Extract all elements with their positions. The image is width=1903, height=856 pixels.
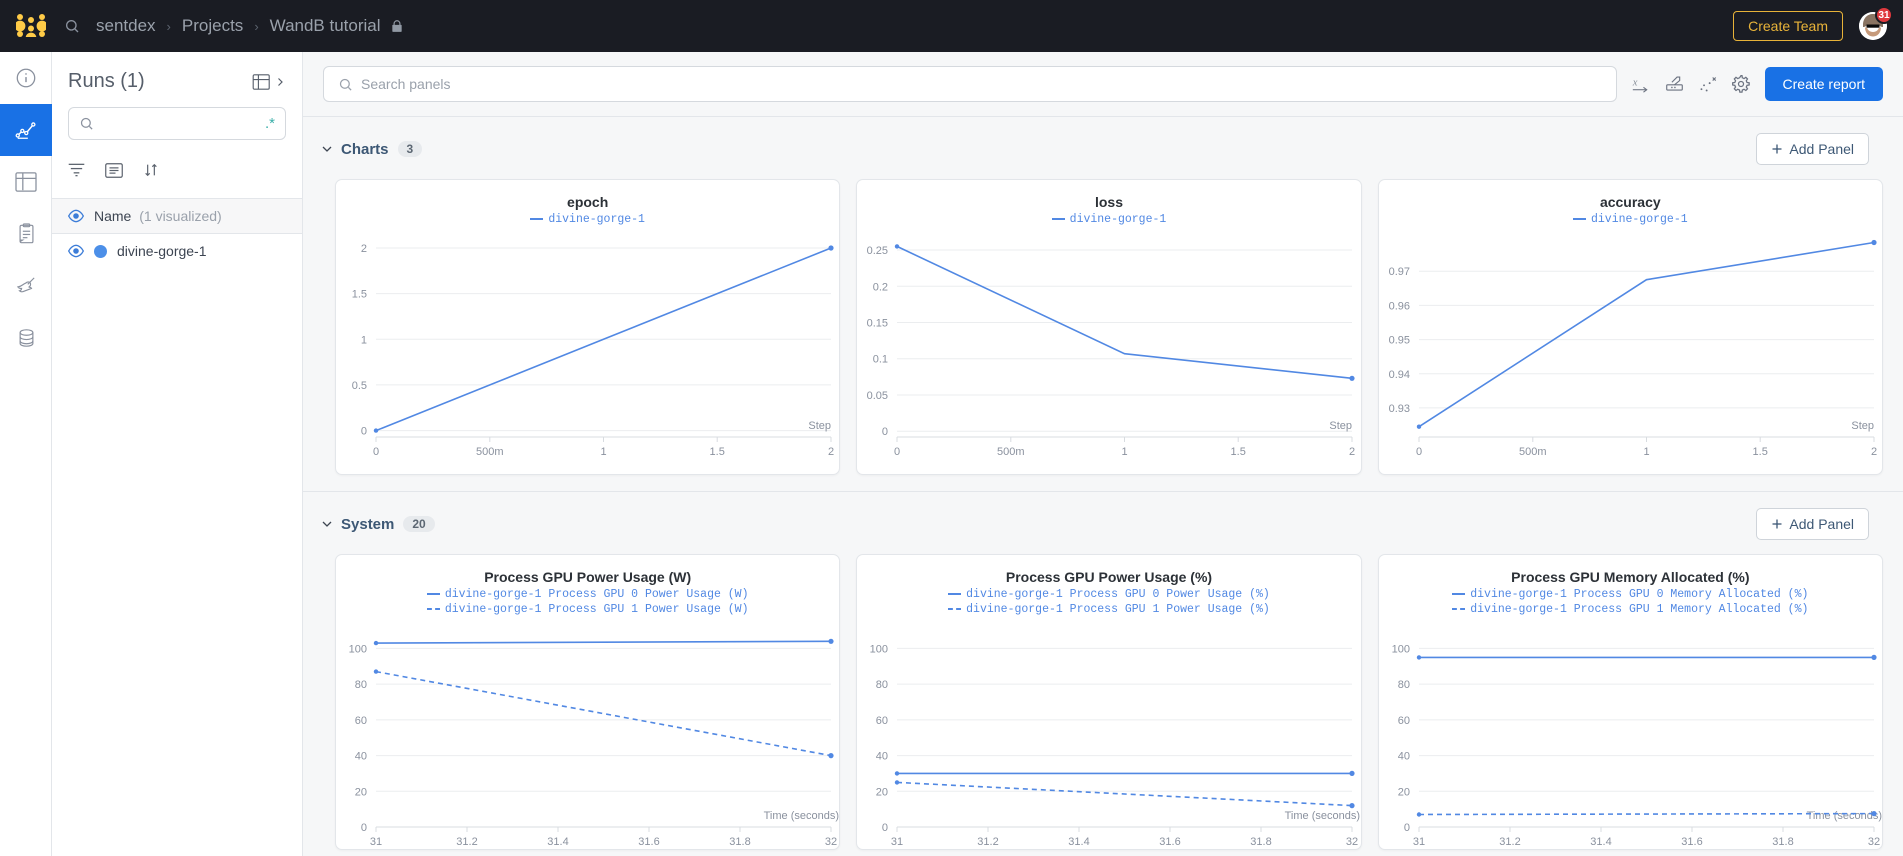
- svg-text:31.6: 31.6: [1681, 836, 1702, 848]
- svg-text:Time (seconds): Time (seconds): [764, 810, 839, 822]
- svg-text:31: 31: [891, 836, 903, 848]
- svg-text:31.4: 31.4: [1590, 836, 1611, 848]
- svg-text:60: 60: [1397, 715, 1409, 727]
- svg-text:0.95: 0.95: [1388, 335, 1409, 347]
- svg-text:0: 0: [1416, 446, 1422, 458]
- svg-text:0: 0: [1404, 822, 1410, 834]
- svg-text:31.4: 31.4: [1069, 836, 1090, 848]
- svg-text:0.2: 0.2: [873, 281, 888, 293]
- svg-text:x: x: [1631, 78, 1637, 89]
- svg-text:31.8: 31.8: [729, 836, 750, 848]
- svg-text:0.94: 0.94: [1388, 369, 1409, 381]
- svg-text:80: 80: [355, 679, 367, 691]
- svg-text:1.5: 1.5: [1752, 446, 1767, 458]
- svg-text:2: 2: [361, 243, 367, 255]
- svg-text:31.6: 31.6: [1160, 836, 1181, 848]
- svg-text:Step: Step: [1851, 420, 1874, 432]
- svg-text:1.5: 1.5: [1231, 446, 1246, 458]
- svg-text:60: 60: [876, 715, 888, 727]
- svg-text:1: 1: [1643, 446, 1649, 458]
- svg-text:Time (seconds): Time (seconds): [1285, 810, 1360, 822]
- svg-text:31.2: 31.2: [978, 836, 999, 848]
- svg-text:2: 2: [828, 446, 834, 458]
- svg-text:0.96: 0.96: [1388, 300, 1409, 312]
- svg-text:20: 20: [876, 786, 888, 798]
- svg-text:1.5: 1.5: [710, 446, 725, 458]
- svg-text:40: 40: [355, 751, 367, 763]
- svg-text:2: 2: [1871, 446, 1877, 458]
- svg-text:31.4: 31.4: [547, 836, 568, 848]
- svg-text:31.8: 31.8: [1772, 836, 1793, 848]
- svg-text:2: 2: [1349, 446, 1355, 458]
- svg-text:32: 32: [1868, 836, 1880, 848]
- svg-text:0: 0: [894, 446, 900, 458]
- svg-text:0: 0: [882, 426, 888, 438]
- svg-text:0.05: 0.05: [867, 390, 888, 402]
- svg-text:32: 32: [1346, 836, 1358, 848]
- svg-text:20: 20: [355, 786, 367, 798]
- svg-text:500m: 500m: [476, 446, 504, 458]
- svg-text:31.6: 31.6: [638, 836, 659, 848]
- svg-text:0: 0: [361, 822, 367, 834]
- svg-text:500m: 500m: [997, 446, 1025, 458]
- svg-text:31: 31: [1413, 836, 1425, 848]
- svg-text:1: 1: [600, 446, 606, 458]
- svg-text:31: 31: [370, 836, 382, 848]
- svg-text:100: 100: [1391, 643, 1409, 655]
- svg-text:31.2: 31.2: [456, 836, 477, 848]
- svg-text:0.93: 0.93: [1388, 403, 1409, 415]
- svg-text:0.25: 0.25: [867, 245, 888, 257]
- svg-text:100: 100: [870, 643, 888, 655]
- svg-text:20: 20: [1397, 786, 1409, 798]
- svg-text:0.1: 0.1: [873, 354, 888, 366]
- svg-text:31.8: 31.8: [1251, 836, 1272, 848]
- svg-text:1.5: 1.5: [352, 289, 367, 301]
- svg-text:0: 0: [373, 446, 379, 458]
- svg-text:0.5: 0.5: [352, 380, 367, 392]
- svg-text:32: 32: [825, 836, 837, 848]
- svg-text:1: 1: [1122, 446, 1128, 458]
- svg-text:0: 0: [882, 822, 888, 834]
- svg-text:0.15: 0.15: [867, 318, 888, 330]
- svg-text:31.2: 31.2: [1499, 836, 1520, 848]
- svg-text:80: 80: [1397, 679, 1409, 691]
- svg-text:1: 1: [361, 334, 367, 346]
- svg-text:40: 40: [876, 751, 888, 763]
- svg-text:60: 60: [355, 715, 367, 727]
- svg-text:0: 0: [361, 426, 367, 438]
- svg-text:0.97: 0.97: [1388, 266, 1409, 278]
- svg-text:Step: Step: [808, 420, 831, 432]
- svg-text:Step: Step: [1330, 420, 1353, 432]
- svg-text:100: 100: [349, 643, 367, 655]
- svg-text:Time (seconds): Time (seconds): [1806, 810, 1881, 822]
- svg-text:80: 80: [876, 679, 888, 691]
- svg-text:40: 40: [1397, 751, 1409, 763]
- svg-text:500m: 500m: [1519, 446, 1547, 458]
